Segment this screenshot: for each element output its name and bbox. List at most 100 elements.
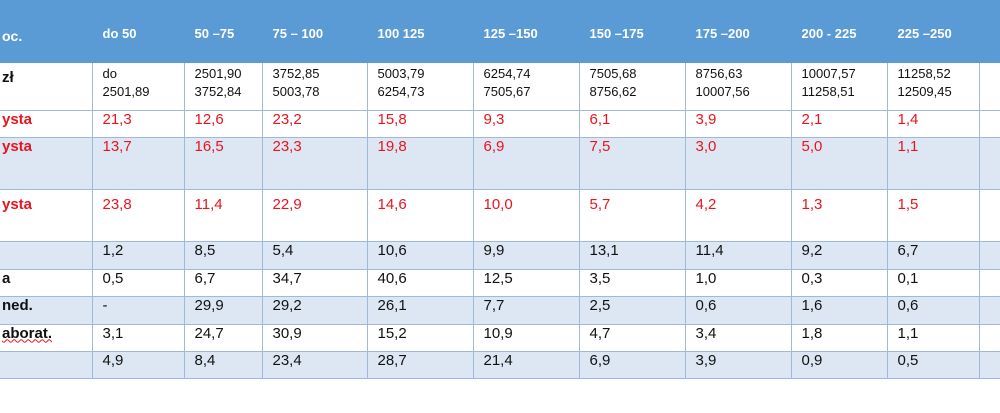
value-cell: 40,6: [367, 269, 474, 297]
value-cell: 3,4: [685, 324, 792, 352]
value-cell: 11,4: [184, 189, 263, 242]
range-from: 8756,63: [695, 65, 743, 81]
value-cell: 7,7: [473, 296, 580, 325]
value-cell: 0,9: [791, 351, 888, 379]
table-row: ysta 13,7 16,5 23,3 19,8 6,9 7,5 3,0 5,0…: [0, 137, 1000, 190]
value-cell: 0,3: [791, 269, 888, 297]
value-cell: 6,9: [473, 137, 580, 190]
range-cell: 3752,85 5003,78: [262, 62, 368, 111]
income-distribution-table: oc. do 50 50 –75 75 – 100 100 125 125 –1…: [0, 0, 1000, 379]
value-cell: 0,1: [887, 269, 980, 297]
table-row: 1,2 8,5 5,4 10,6 9,9 13,1 11,4 9,2 6,7: [0, 241, 1000, 270]
value-cell: -: [92, 296, 185, 325]
value-cell: 3,5: [579, 269, 686, 297]
value-cell: 3,0: [685, 137, 792, 190]
value-cell: 1,0: [685, 269, 792, 297]
value-cell: 7,5: [579, 137, 686, 190]
value-cell: 0,6: [685, 296, 792, 325]
range-from: 5003,79: [377, 65, 425, 81]
value-cell: 5,0: [791, 137, 888, 190]
value-cell: 14,6: [367, 189, 474, 242]
value-cell: 4,2: [685, 189, 792, 242]
range-cell: 2501,90 3752,84: [184, 62, 263, 111]
range-cell: 11258,52 12509,45: [887, 62, 980, 111]
range-from: 2501,90: [194, 65, 242, 81]
value-cell: 10,0: [473, 189, 580, 242]
row-label: aborat.: [0, 324, 93, 352]
value-cell: 12,6: [184, 110, 263, 138]
value-cell: 4,9: [92, 351, 185, 379]
value-cell: 0,5: [887, 351, 980, 379]
value-cell: 1,1: [887, 324, 980, 352]
value-cell: 15,2: [367, 324, 474, 352]
range-to: 3752,84: [194, 83, 242, 99]
value-cell: 23,3: [262, 137, 368, 190]
range-cell: 10007,57 11258,51: [791, 62, 888, 111]
value-cell: [979, 241, 1000, 270]
header-cell: 200 - 225: [791, 0, 888, 63]
value-cell: 8,5: [184, 241, 263, 270]
row-label: a: [0, 269, 93, 297]
range-cell: do 2501,89: [92, 62, 185, 111]
value-cell: [979, 137, 1000, 190]
range-cell: [979, 62, 1000, 111]
range-to: 10007,56: [695, 83, 750, 99]
header-cell: [979, 0, 1000, 63]
range-from: 10007,57: [801, 65, 856, 81]
value-cell: 16,5: [184, 137, 263, 190]
range-to: 8756,62: [589, 83, 637, 99]
value-cell: [979, 269, 1000, 297]
header-cell: 225 –250: [887, 0, 980, 63]
value-cell: 28,7: [367, 351, 474, 379]
range-from: 7505,68: [589, 65, 637, 81]
value-cell: 5,4: [262, 241, 368, 270]
value-cell: 8,4: [184, 351, 263, 379]
table-row: a 0,5 6,7 34,7 40,6 12,5 3,5 1,0 0,3 0,1: [0, 269, 1000, 297]
value-cell: 12,5: [473, 269, 580, 297]
value-cell: 5,7: [579, 189, 686, 242]
header-cell: 50 –75: [184, 0, 263, 63]
value-cell: 29,2: [262, 296, 368, 325]
value-cell: 3,1: [92, 324, 185, 352]
table-row: ysta 23,8 11,4 22,9 14,6 10,0 5,7 4,2 1,…: [0, 189, 1000, 242]
value-cell: 6,9: [579, 351, 686, 379]
value-cell: 23,2: [262, 110, 368, 138]
value-cell: 9,2: [791, 241, 888, 270]
header-cell: 150 –175: [579, 0, 686, 63]
row-label: ysta: [0, 189, 93, 242]
header-row: oc. do 50 50 –75 75 – 100 100 125 125 –1…: [0, 0, 1000, 63]
table-row: ysta 21,3 12,6 23,2 15,8 9,3 6,1 3,9 2,1…: [0, 110, 1000, 138]
header-cell: 175 –200: [685, 0, 792, 63]
value-cell: 4,7: [579, 324, 686, 352]
header-cell: 75 – 100: [262, 0, 368, 63]
value-cell: 2,5: [579, 296, 686, 325]
row-label: [0, 241, 93, 270]
range-cell: 7505,68 8756,62: [579, 62, 686, 111]
value-cell: 6,1: [579, 110, 686, 138]
header-cell: 100 125: [367, 0, 474, 63]
range-to: 11258,51: [801, 83, 855, 99]
value-cell: 19,8: [367, 137, 474, 190]
table-row: ned. - 29,9 29,2 26,1 7,7 2,5 0,6 1,6 0,…: [0, 296, 1000, 325]
range-to: 12509,45: [897, 83, 952, 99]
value-cell: 9,3: [473, 110, 580, 138]
range-to: 5003,78: [272, 83, 320, 99]
table-row: 4,9 8,4 23,4 28,7 21,4 6,9 3,9 0,9 0,5: [0, 351, 1000, 379]
value-cell: 3,9: [685, 110, 792, 138]
value-cell: 6,7: [184, 269, 263, 297]
value-cell: 1,2: [92, 241, 185, 270]
value-cell: 30,9: [262, 324, 368, 352]
income-range-row: zł do 2501,89 2501,90 3752,84 3752,85 5003,…: [0, 62, 1000, 111]
value-cell: 1,4: [887, 110, 980, 138]
row-label-text: aborat.: [2, 324, 53, 342]
row-label: zł: [0, 62, 93, 111]
value-cell: 24,7: [184, 324, 263, 352]
range-cell: 6254,74 7505,67: [473, 62, 580, 111]
value-cell: 1,6: [791, 296, 888, 325]
range-from: 3752,85: [272, 65, 320, 81]
range-to: 6254,73: [377, 83, 425, 99]
row-label: [0, 351, 93, 379]
row-label: ned.: [0, 296, 93, 325]
value-cell: [979, 296, 1000, 325]
